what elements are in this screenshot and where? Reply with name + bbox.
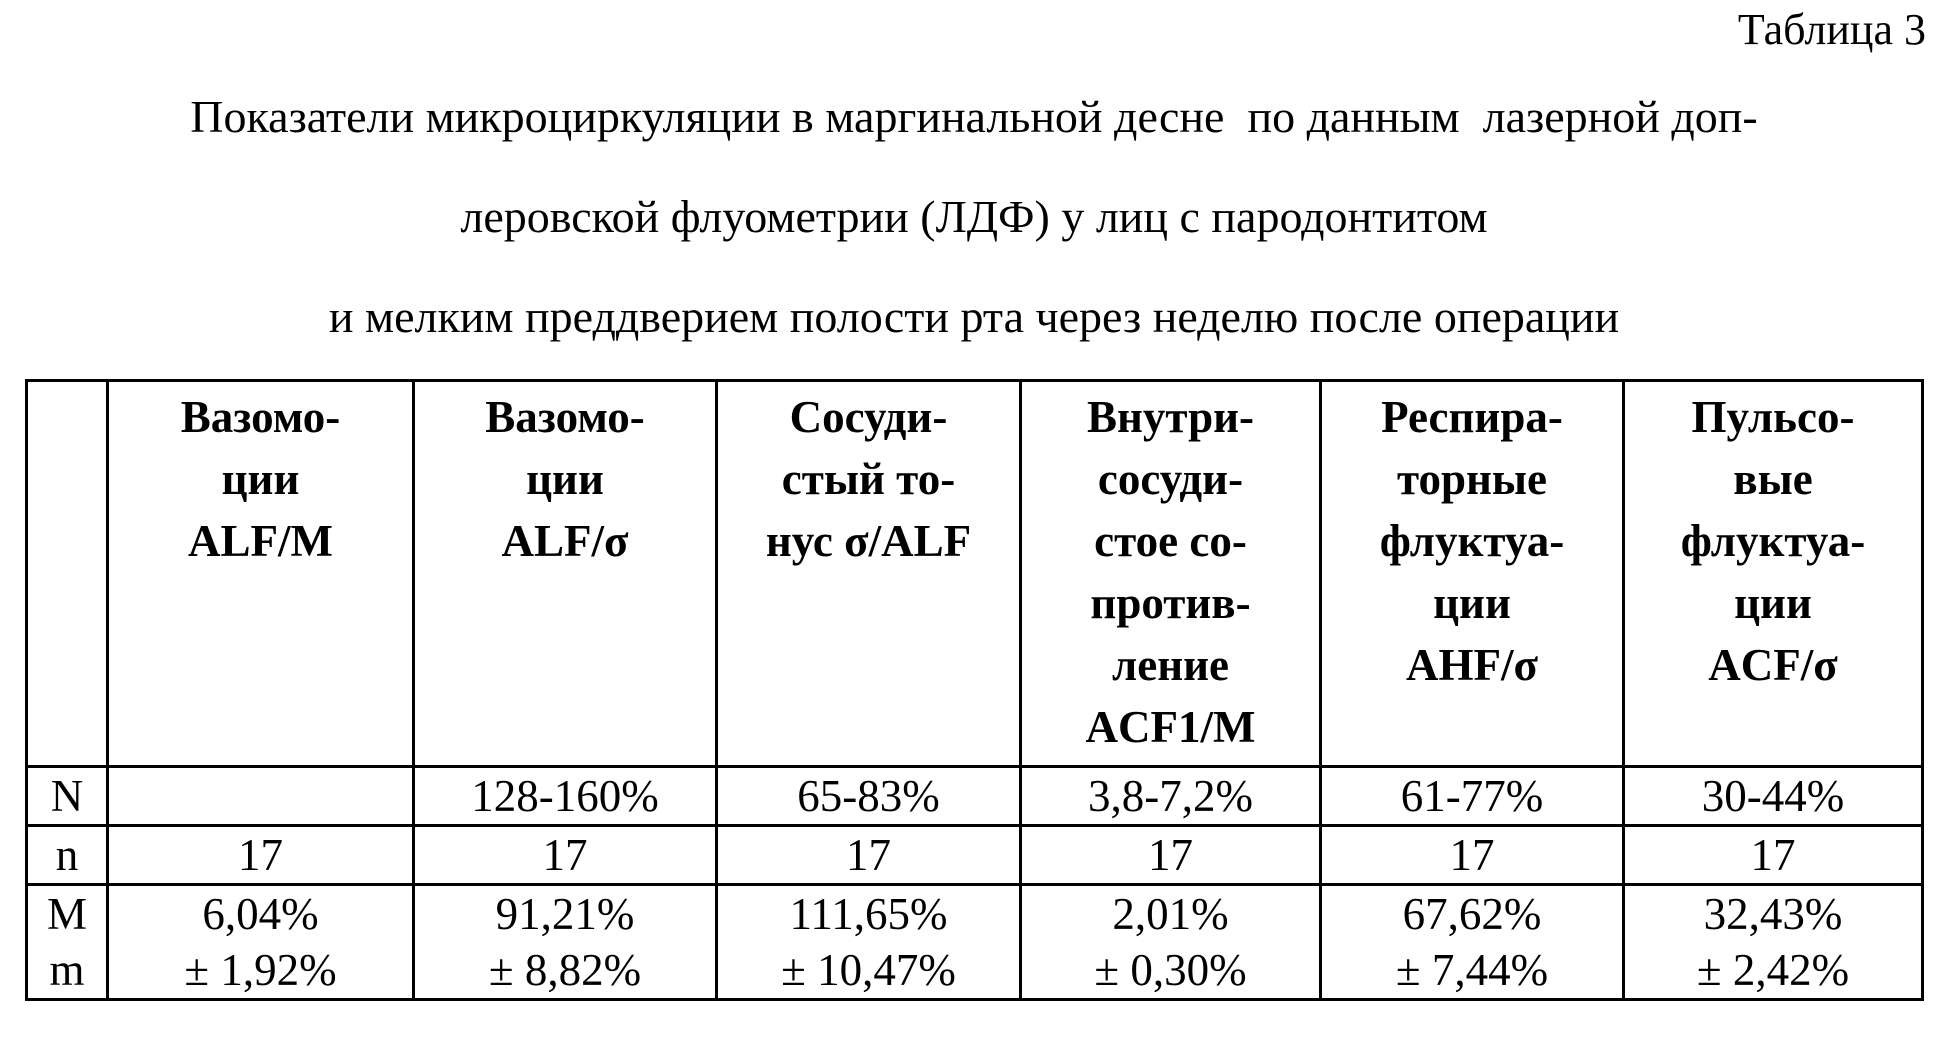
header-line: ACF1/M	[1023, 696, 1318, 758]
table-caption: Таблица 3	[1738, 4, 1926, 55]
header-line: ALF/M	[110, 510, 411, 572]
table-row: m± 1,92%± 8,82%± 10,47%± 0,30%± 7,44%± 2…	[27, 942, 1923, 1000]
title-line: леровской флуометрии (ЛДФ) у лиц с парод…	[0, 190, 1948, 243]
header-line: сосуди-	[1023, 448, 1318, 510]
header-line: Пульсо-	[1626, 386, 1920, 448]
row-label: N	[27, 767, 108, 826]
table-cell: ± 0,30%	[1021, 942, 1321, 1000]
header-line: ции	[1626, 572, 1920, 634]
table-cell: 111,65%	[717, 885, 1021, 943]
header-line: AHF/σ	[1323, 634, 1621, 696]
table-row: N 128-160%65-83%3,8-7,2%61-77%30-44%	[27, 767, 1923, 826]
row-label: M	[27, 885, 108, 943]
table-cell	[108, 767, 414, 826]
table-cell: 128-160%	[414, 767, 717, 826]
title-line: и мелким преддверием полости рта через н…	[0, 290, 1948, 343]
table-cell: 17	[1021, 826, 1321, 885]
table-body: Вазомо-цииALF/MВазомо-цииALF/σСосуди-сты…	[27, 381, 1923, 1000]
header-line: вые	[1626, 448, 1920, 510]
header-line: Сосуди-	[719, 386, 1018, 448]
header-line: ции	[416, 448, 714, 510]
table-cell: 67,62%	[1321, 885, 1624, 943]
table-row: M6,04%91,21%111,65%2,01%67,62%32,43%	[27, 885, 1923, 943]
header-line: торные	[1323, 448, 1621, 510]
table-cell: 30-44%	[1624, 767, 1923, 826]
table-row: n171717171717	[27, 826, 1923, 885]
header-cell: Вазомо-цииALF/M	[108, 381, 414, 767]
row-label: m	[27, 942, 108, 1000]
table-cell: ± 8,82%	[414, 942, 717, 1000]
header-cell: Респира-торныефлуктуа-цииAHF/σ	[1321, 381, 1624, 767]
table-cell: ± 2,42%	[1624, 942, 1923, 1000]
header-row: Вазомо-цииALF/MВазомо-цииALF/σСосуди-сты…	[27, 381, 1923, 767]
header-cell: Внутри-сосуди-стое со-против-лениеACF1/M	[1021, 381, 1321, 767]
title-line: Показатели микроциркуляции в маргинально…	[0, 90, 1948, 143]
table-cell: 65-83%	[717, 767, 1021, 826]
header-cell	[27, 381, 108, 767]
table-cell: 32,43%	[1624, 885, 1923, 943]
header-line: ции	[1323, 572, 1621, 634]
table-cell: 17	[414, 826, 717, 885]
header-line: ление	[1023, 634, 1318, 696]
table-cell: 6,04%	[108, 885, 414, 943]
header-line: ACF/σ	[1626, 634, 1920, 696]
table-cell: 17	[108, 826, 414, 885]
table-cell: 61-77%	[1321, 767, 1624, 826]
table-cell: ± 10,47%	[717, 942, 1021, 1000]
header-line: ALF/σ	[416, 510, 714, 572]
table-cell: 17	[717, 826, 1021, 885]
header-cell: Пульсо-выефлуктуа-цииACF/σ	[1624, 381, 1923, 767]
header-line: против-	[1023, 572, 1318, 634]
table-cell: 17	[1321, 826, 1624, 885]
header-line: флуктуа-	[1626, 510, 1920, 572]
header-line: Вазомо-	[416, 386, 714, 448]
header-line: стое со-	[1023, 510, 1318, 572]
table-cell: 3,8-7,2%	[1021, 767, 1321, 826]
header-line: стый то-	[719, 448, 1018, 510]
table-cell: ± 7,44%	[1321, 942, 1624, 1000]
header-line: Внутри-	[1023, 386, 1318, 448]
header-line: нус σ/ALF	[719, 510, 1018, 572]
page: Таблица 3 Показатели микроциркуляции в м…	[0, 0, 1948, 1038]
header-cell: Сосуди-стый то-нус σ/ALF	[717, 381, 1021, 767]
header-line: ции	[110, 448, 411, 510]
row-label: n	[27, 826, 108, 885]
table-cell: 17	[1624, 826, 1923, 885]
table-cell: 91,21%	[414, 885, 717, 943]
table-cell: ± 1,92%	[108, 942, 414, 1000]
header-cell: Вазомо-цииALF/σ	[414, 381, 717, 767]
table-cell: 2,01%	[1021, 885, 1321, 943]
data-table: Вазомо-цииALF/MВазомо-цииALF/σСосуди-сты…	[25, 379, 1924, 1001]
header-line: флуктуа-	[1323, 510, 1621, 572]
header-line: Респира-	[1323, 386, 1621, 448]
header-line: Вазомо-	[110, 386, 411, 448]
